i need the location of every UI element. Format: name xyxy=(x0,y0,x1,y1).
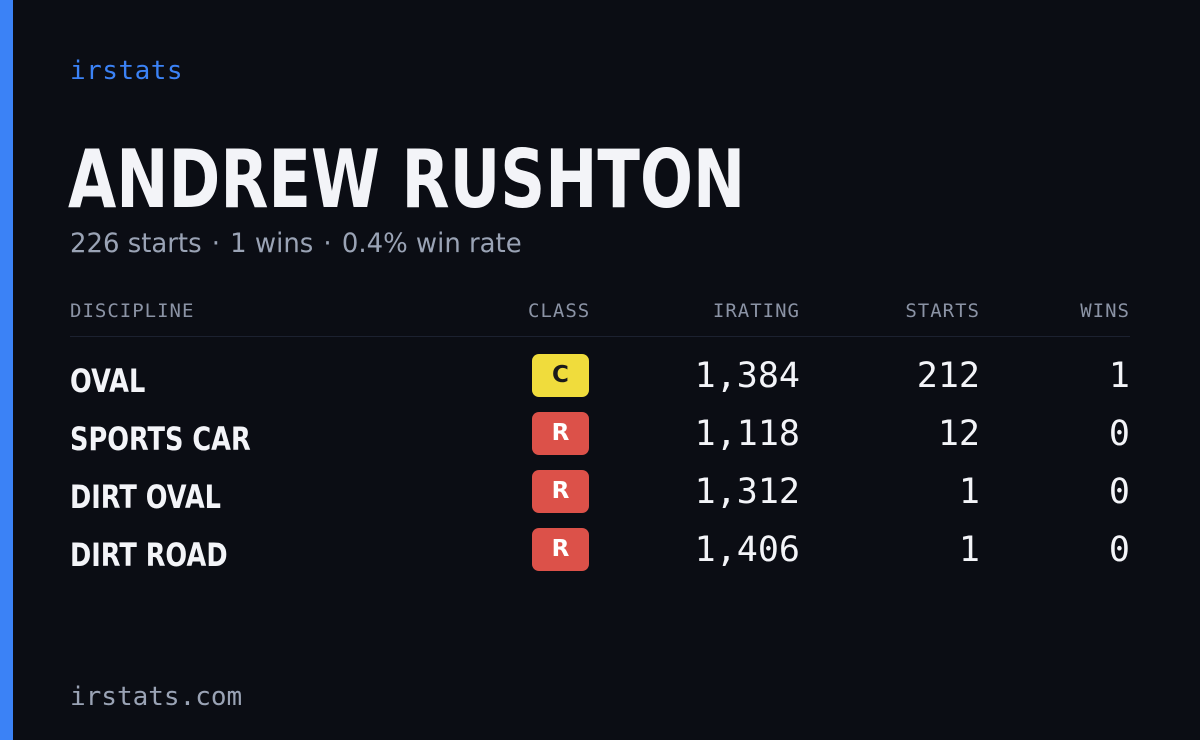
table-row: DIRT ROAD R 1,406 1 0 xyxy=(70,528,1130,576)
summary-wins: 1 wins xyxy=(230,228,314,259)
row-irating: 1,118 xyxy=(694,414,800,454)
license-class-badge: R xyxy=(532,528,589,571)
summary-win-rate: 0.4% win rate xyxy=(341,228,522,259)
summary-separator: · xyxy=(211,228,221,259)
footer-link[interactable]: irstats.com xyxy=(70,682,243,712)
summary-separator: · xyxy=(323,228,332,259)
header-starts: STARTS xyxy=(905,300,980,322)
license-class-badge: R xyxy=(532,412,589,455)
header-discipline: DISCIPLINE xyxy=(70,300,195,322)
table-row: SPORTS CAR R 1,118 12 0 xyxy=(70,412,1130,460)
row-discipline: DIRT OVAL xyxy=(70,478,221,516)
row-wins: 1 xyxy=(1108,356,1130,396)
header-class: CLASS xyxy=(528,300,591,322)
row-irating: 1,406 xyxy=(694,530,800,570)
table-row: OVAL C 1,384 212 1 xyxy=(70,354,1130,402)
row-wins: 0 xyxy=(1108,472,1130,512)
accent-bar xyxy=(0,0,13,740)
license-class-badge: C xyxy=(532,354,589,397)
summary-starts: 226 starts xyxy=(70,228,202,259)
driver-summary: 226 starts · 1 wins · 0.4% win rate xyxy=(70,228,522,259)
license-class-badge: R xyxy=(532,470,589,513)
row-discipline: DIRT ROAD xyxy=(70,536,228,574)
brand-logo: irstats xyxy=(70,56,184,86)
table-row: DIRT OVAL R 1,312 1 0 xyxy=(70,470,1130,518)
row-starts: 212 xyxy=(916,356,980,396)
row-starts: 1 xyxy=(958,472,980,512)
row-irating: 1,312 xyxy=(694,472,800,512)
row-starts: 12 xyxy=(937,414,980,454)
row-wins: 0 xyxy=(1108,530,1130,570)
driver-name: ANDREW RUSHTON xyxy=(68,133,746,226)
row-starts: 1 xyxy=(958,530,980,570)
header-irating: IRATING xyxy=(712,300,800,322)
row-wins: 0 xyxy=(1108,414,1130,454)
row-discipline: OVAL xyxy=(70,362,146,400)
header-wins: WINS xyxy=(1080,300,1130,322)
table-header: DISCIPLINE CLASS IRATING STARTS WINS xyxy=(70,300,1130,337)
row-discipline: SPORTS CAR xyxy=(70,420,251,458)
row-irating: 1,384 xyxy=(694,356,800,396)
